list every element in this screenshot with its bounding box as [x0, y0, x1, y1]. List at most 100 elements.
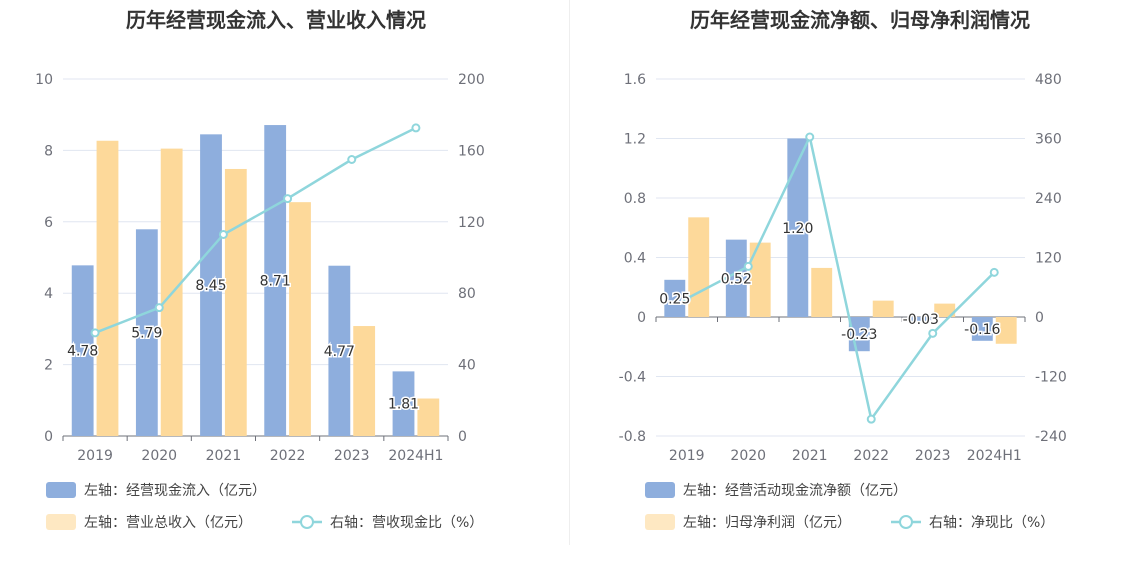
p1-bar-a	[392, 371, 415, 436]
p2-right-tick-label: -240	[1035, 429, 1067, 445]
p2-series-line	[686, 133, 996, 423]
p2-x-tick-label: 2021	[792, 448, 828, 464]
p1-left-tick-label: 10	[35, 72, 53, 88]
p1-bar-data-label: 1.81	[388, 397, 419, 413]
p2-bar-b	[995, 317, 1017, 344]
p2-line-point	[989, 267, 999, 277]
p2-x-tick-label: 2020	[730, 448, 766, 464]
p1-left-tick-label: 2	[44, 358, 53, 374]
p2-x-tick-label: 2024H1	[967, 448, 1022, 464]
p1-line-point	[218, 229, 228, 239]
p1-bar-b	[224, 168, 247, 437]
p1-bar-b	[353, 326, 376, 436]
p2-bar-a	[971, 317, 993, 341]
p1-right-tick-label: 80	[458, 286, 476, 302]
p2-left-tick-label: -0.4	[619, 370, 646, 386]
p1-bar-a	[200, 134, 222, 436]
p2-bar-data-label: 0.25	[659, 291, 690, 307]
p1-left-tick-label: 8	[44, 143, 53, 159]
p2-legend-swatch	[645, 482, 675, 498]
p1-bar-data-label: 4.77	[324, 344, 355, 360]
p2-bar-b	[688, 217, 710, 317]
p1-x-tick-label: 2019	[77, 448, 113, 464]
p1-bar-b	[417, 398, 440, 436]
p1-left-tick-label: 6	[44, 215, 53, 231]
p1-legend-swatch	[46, 482, 76, 498]
p2-line-point	[743, 261, 753, 271]
p1-bar-a	[328, 265, 351, 436]
p2-legend-label: 左轴：经营活动现金流净额（亿元）	[683, 483, 907, 499]
p2-right-tick-label: 480	[1035, 72, 1062, 88]
p1-right-tick-label: 200	[458, 72, 485, 88]
p1-right-tick-label: 120	[458, 215, 485, 231]
p1-legend-swatch	[46, 514, 76, 530]
p2-bar-a	[787, 138, 809, 317]
p1-bar-a	[71, 265, 94, 436]
p1-legend-line-marker	[300, 515, 314, 529]
p1-legend-label: 左轴：营业总收入（亿元）	[84, 515, 252, 531]
p1-x-tick-label: 2020	[141, 448, 177, 464]
p2-right-tick-label: 0	[1035, 310, 1044, 326]
p2-x-tick-label: 2023	[915, 448, 951, 464]
p1-bar-data-label: 8.45	[195, 278, 226, 294]
p2-x-tick-label: 2019	[669, 448, 705, 464]
p1-line-point	[90, 328, 100, 338]
p2-bar-b	[749, 242, 771, 317]
p2-right-tick-label: 120	[1035, 251, 1062, 267]
p1-right-tick-label: 160	[458, 143, 485, 159]
p2-chart-title: 历年经营现金流净额、归母净利润情况	[690, 8, 1030, 32]
p2-x-tick-label: 2022	[853, 448, 889, 464]
p2-bar-a	[910, 317, 932, 322]
p2-left-tick-label: 1.2	[624, 132, 646, 148]
p2-legend-label: 左轴：归母净利润（亿元）	[683, 514, 851, 531]
p1-line-point	[411, 123, 421, 133]
p1-line-point	[154, 303, 164, 313]
p2-bar-data-label: 1.20	[782, 221, 813, 237]
p1-left-tick-label: 0	[44, 429, 53, 445]
p1-right-tick-label: 0	[458, 429, 467, 445]
p1-series-line	[94, 126, 417, 334]
p1-right-tick-label: 40	[458, 358, 476, 374]
p1-bar-data-label: 5.79	[131, 326, 162, 342]
p2-bar-b	[811, 267, 833, 317]
p1-left-tick-label: 4	[44, 286, 53, 302]
p2-line-point	[682, 294, 692, 304]
p2-bar-b	[872, 300, 894, 317]
p2-left-tick-label: -0.8	[619, 429, 646, 445]
p2-right-tick-label: 240	[1035, 191, 1062, 207]
p2-bar-data-label: -0.23	[841, 327, 877, 343]
p1-x-tick-label: 2021	[206, 448, 242, 464]
p1-x-tick-label: 2022	[270, 448, 306, 464]
p1-bar-b	[289, 202, 311, 436]
p2-line-point	[928, 328, 938, 338]
p1-bar-data-label: 8.71	[260, 274, 291, 290]
p2-left-tick-label: 0.4	[624, 251, 646, 267]
p1-bar-a	[135, 229, 158, 436]
panel-divider	[569, 0, 570, 545]
p1-x-tick-label: 2024H1	[388, 448, 443, 464]
p2-bar-b	[934, 303, 956, 317]
p1-bar-data-label: 4.78	[67, 344, 98, 360]
p1-x-tick-label: 2023	[334, 448, 370, 464]
p1-line-point	[283, 194, 293, 204]
p2-bar-data-label: -0.03	[903, 312, 939, 328]
p2-left-tick-label: 1.6	[624, 72, 646, 88]
p2-bar-data-label: -0.16	[964, 322, 1000, 338]
p2-left-tick-label: 0.8	[624, 191, 646, 207]
p2-bar-a	[725, 239, 747, 317]
p2-right-tick-label: -120	[1035, 370, 1067, 386]
p2-legend-label: 右轴：净现比（%）	[929, 515, 1054, 531]
p2-line-point	[866, 414, 876, 424]
p2-right-tick-label: 360	[1035, 132, 1062, 148]
p1-line-point	[347, 155, 357, 165]
p2-bar-a	[664, 279, 686, 317]
p2-bar-data-label: 0.52	[721, 271, 752, 287]
p1-legend-label: 右轴：营收现金比（%）	[330, 515, 483, 531]
p1-bar-b	[96, 140, 119, 437]
p1-chart-title: 历年经营现金流入、营业收入情况	[126, 8, 426, 32]
p2-legend-line-marker	[899, 515, 913, 529]
p2-line-point	[805, 132, 815, 142]
p2-left-tick-label: 0	[637, 310, 646, 326]
